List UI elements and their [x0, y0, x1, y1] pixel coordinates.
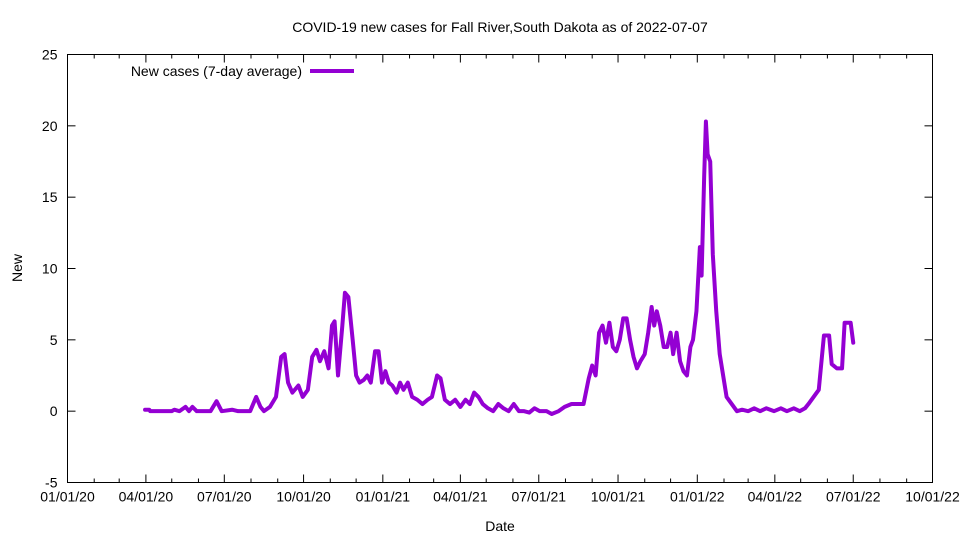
- x-tick-label: 10/01/22: [905, 489, 960, 505]
- x-tick-label: 10/01/21: [591, 489, 646, 505]
- y-tick-label: 0: [50, 403, 58, 419]
- legend: New cases (7-day average): [131, 63, 354, 79]
- x-tick-label: 01/01/20: [40, 489, 95, 505]
- x-tick-label: 04/01/20: [119, 489, 174, 505]
- y-tick-label: 5: [50, 332, 58, 348]
- y-tick-label: 15: [42, 189, 58, 205]
- y-tick-label: 20: [42, 118, 58, 134]
- x-tick-label: 07/01/20: [197, 489, 252, 505]
- x-axis-ticks: 01/01/20 04/01/20 07/01/20 10/01/20 01/01/21…: [40, 54, 960, 505]
- x-tick-label: 01/01/22: [670, 489, 725, 505]
- x-axis-label: Date: [485, 518, 515, 534]
- series-line-0: [143, 119, 856, 417]
- y-tick-label: -5: [45, 475, 58, 491]
- x-tick-label: 04/01/22: [748, 489, 803, 505]
- y-axis-label: New: [9, 253, 25, 282]
- y-tick-label: 10: [42, 261, 58, 277]
- legend-label: New cases (7-day average): [131, 63, 302, 79]
- chart-title: COVID-19 new cases for Fall River,South …: [292, 19, 708, 35]
- x-tick-label: 01/01/21: [356, 489, 411, 505]
- x-tick-label: 04/01/21: [433, 489, 488, 505]
- y-axis-ticks: -5 0 5 10 15 20 25: [42, 47, 933, 491]
- x-tick-label: 10/01/20: [276, 489, 331, 505]
- x-tick-label: 07/01/22: [826, 489, 881, 505]
- y-tick-label: 25: [42, 47, 58, 63]
- series-layer: [143, 119, 856, 417]
- x-tick-label: 07/01/21: [512, 489, 567, 505]
